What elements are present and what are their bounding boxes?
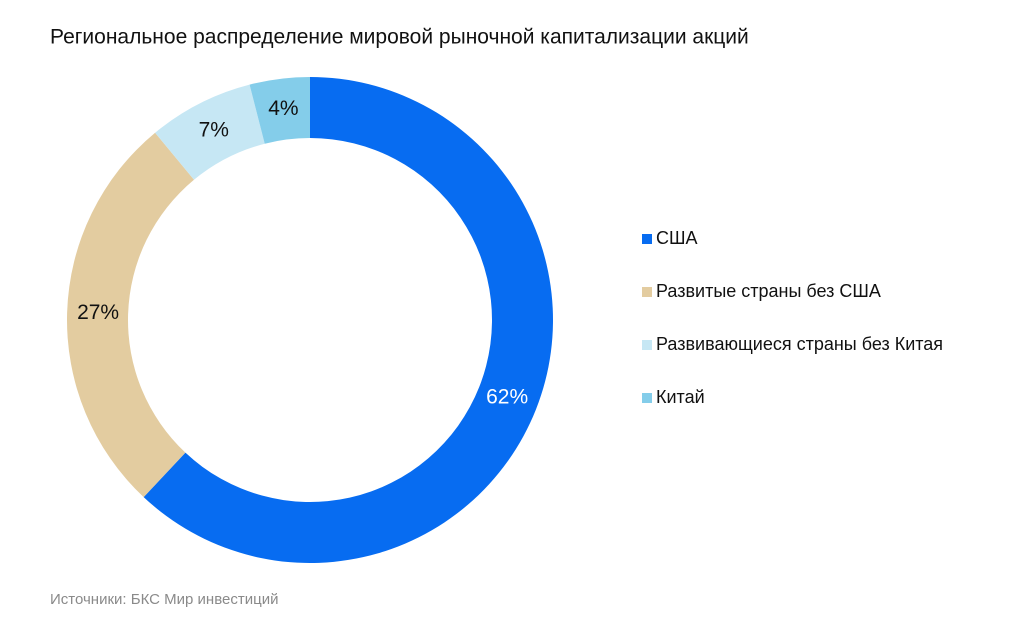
donut-segment	[66, 132, 194, 498]
donut-segment	[143, 77, 553, 563]
chart-title: Региональное распределение мировой рыноч…	[50, 26, 749, 49]
source-note: Источники: БКС Мир инвестиций	[50, 591, 278, 608]
legend-swatch	[642, 340, 652, 350]
legend-swatch	[642, 393, 652, 403]
donut-segment	[155, 84, 265, 180]
value-label: 7%	[199, 119, 229, 142]
value-label: 62%	[486, 386, 528, 409]
legend-label: Развивающиеся страны без Китая	[656, 334, 943, 354]
legend-label: Китай	[656, 387, 705, 407]
legend-swatch	[642, 287, 652, 297]
legend-label: США	[656, 228, 698, 248]
legend-label: Развитые страны без США	[656, 281, 881, 301]
value-label: 4%	[268, 97, 298, 120]
value-label: 27%	[77, 301, 119, 324]
legend-swatch	[642, 234, 652, 244]
donut-segment	[249, 77, 310, 144]
